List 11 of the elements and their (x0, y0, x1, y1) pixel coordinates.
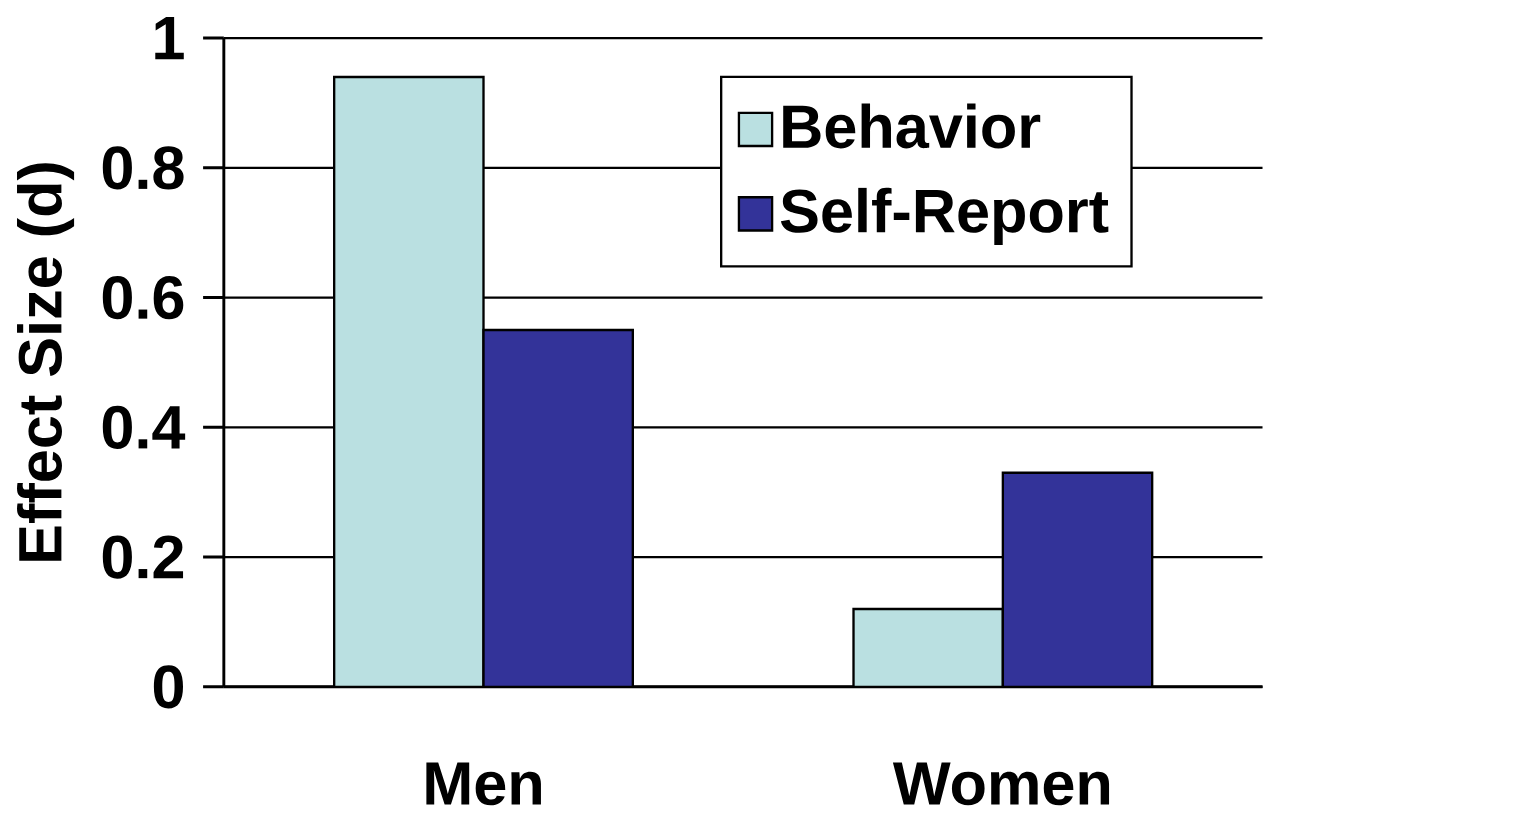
y-tick-label: 1 (155, 16, 184, 60)
y-tick-label: 0.6 (102, 275, 184, 320)
y-axis-title: Effect Size (d) (17, 163, 75, 561)
x-tick-label: Women (892, 762, 1110, 806)
y-tick-label: 0.2 (102, 535, 184, 579)
legend-label: Self-Report (780, 187, 1109, 245)
y-tick-label: 0.4 (102, 405, 186, 449)
y-tick-label: 0 (153, 665, 183, 709)
legend-label: Behavior (783, 103, 1041, 149)
x-tick-label: Men (426, 762, 541, 806)
y-tick-label: 0.8 (102, 146, 184, 190)
